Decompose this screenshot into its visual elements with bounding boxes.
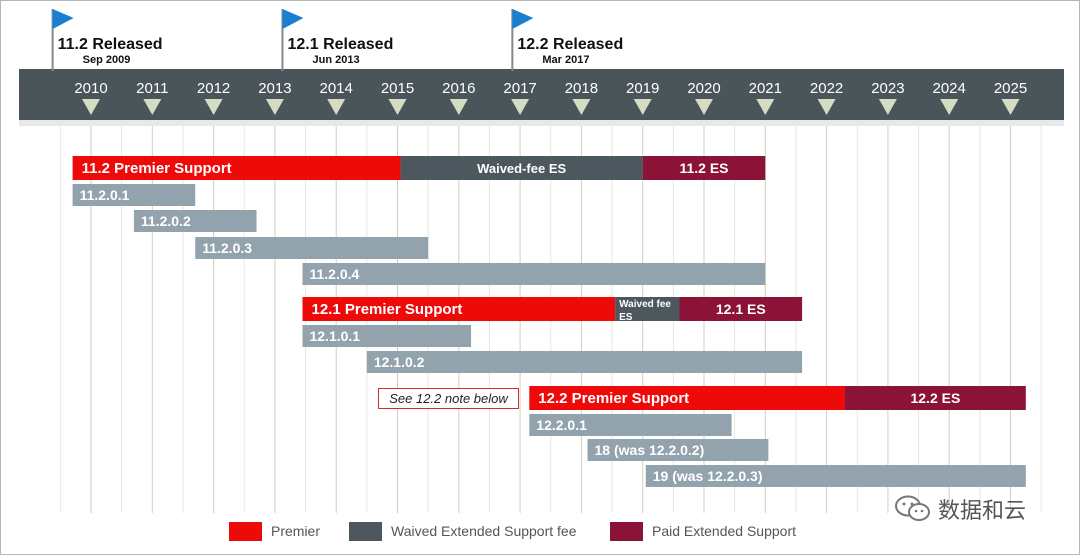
year-tick-label: 2022	[810, 80, 843, 97]
bar-patch	[72, 184, 196, 206]
legend-waived-swatch	[349, 521, 382, 541]
legend-paid: Paid Extended Support	[610, 521, 796, 541]
bar-label: Waived-fee ES	[477, 161, 566, 176]
wechat-icon	[895, 495, 930, 521]
year-band	[19, 69, 1064, 120]
bar-label: 12.2.0.1	[536, 417, 587, 433]
year-marker-triangle	[695, 99, 713, 115]
bar-patch	[587, 439, 769, 461]
year-tick-label: 2024	[933, 80, 966, 97]
release-date: Jun 2013	[312, 54, 359, 66]
release-flag-icon	[52, 9, 74, 29]
year-tick-label: 2015	[381, 80, 414, 97]
year-marker-triangle	[878, 99, 897, 115]
year-marker-triangle	[327, 99, 346, 115]
year-tick-label: 2020	[687, 80, 720, 97]
note-12-2-box: See 12.2 note below	[378, 388, 519, 409]
bar-label: 11.2.0.4	[309, 266, 359, 282]
year-tick-label: 2010	[74, 80, 107, 97]
year-marker-triangle	[572, 99, 591, 115]
bar-patch	[133, 210, 257, 232]
bar-premier	[302, 297, 616, 321]
bar-label: 12.1 Premier Support	[311, 301, 462, 318]
bar-patch	[195, 237, 429, 259]
release-label: 12.2 Released	[517, 36, 623, 53]
release-label: 11.2 Released	[58, 36, 163, 53]
legend-premier-swatch	[229, 521, 262, 541]
bar-paid	[679, 297, 803, 321]
bar-patch	[645, 465, 1026, 487]
bar-premier	[72, 156, 401, 180]
release-flag-icon	[512, 9, 534, 29]
bar-label: 11.2.0.3	[202, 240, 252, 256]
year-tick-label: 2019	[626, 80, 659, 97]
bar-label-line: ES	[619, 312, 633, 323]
year-marker-triangle	[633, 99, 652, 115]
bar-premier	[529, 386, 845, 410]
bar-label: 12.2 Premier Support	[538, 390, 689, 407]
note-text: See 12.2 note below	[389, 391, 508, 406]
legend-waived-label: Waived Extended Support fee	[391, 523, 577, 539]
year-marker-triangle	[511, 99, 530, 115]
year-tick-label: 2021	[749, 80, 782, 97]
bar-patch	[529, 414, 732, 436]
release-date: Sep 2009	[83, 54, 131, 66]
year-tick-label: 2014	[320, 80, 353, 97]
bar-label: 12.1.0.1	[309, 328, 360, 344]
year-marker-triangle	[449, 99, 468, 115]
year-marker-triangle	[756, 99, 775, 115]
watermark: 数据和云	[894, 493, 1026, 525]
year-tick-label: 2023	[871, 80, 904, 97]
year-tick-label: 2025	[994, 80, 1027, 97]
bar-patch	[302, 263, 766, 285]
release-label: 12.1 Released	[287, 36, 393, 53]
bar-label: 11.2 Premier Support	[82, 160, 232, 177]
bar-label: 12.1 ES	[716, 301, 766, 317]
bar-paid	[844, 386, 1026, 410]
bar-patch	[302, 325, 472, 347]
year-band-strip	[19, 120, 1064, 126]
year-tick-label: 2017	[503, 80, 536, 97]
year-marker-triangle	[82, 99, 100, 115]
year-marker-triangle	[817, 99, 836, 115]
legend-premier: Premier	[229, 521, 320, 541]
bar-paid	[642, 156, 766, 180]
bar-label: 11.2.0.1	[80, 187, 130, 203]
bar-waived	[400, 156, 643, 180]
watermark-text: 数据和云	[938, 499, 1027, 524]
legend-paid-swatch	[610, 521, 643, 541]
legend-premier-label: Premier	[271, 523, 321, 539]
year-tick-label: 2013	[258, 80, 291, 97]
year-marker-triangle	[204, 99, 223, 115]
year-marker-triangle	[265, 99, 284, 115]
year-marker-triangle	[940, 99, 959, 115]
year-marker-triangle	[1001, 99, 1020, 115]
bar-label: 12.2 ES	[910, 390, 960, 406]
year-tick-label: 2011	[136, 80, 168, 97]
bar-patch	[366, 351, 803, 373]
bar-label: 19 (was 12.2.0.3)	[653, 468, 763, 484]
bar-label: 12.1.0.2	[374, 354, 425, 370]
year-tick-label: 2016	[442, 80, 475, 97]
legend-paid-label: Paid Extended Support	[652, 523, 796, 539]
bar-label: 18 (was 12.2.0.2)	[595, 442, 705, 458]
year-marker-triangle	[388, 99, 407, 115]
legend-waived: Waived Extended Support fee	[349, 521, 577, 541]
bar-waived	[615, 297, 680, 321]
bar-label: 11.2.0.2	[141, 213, 191, 229]
bar-label: 11.2 ES	[679, 160, 728, 176]
bar-label-line: Waived fee	[619, 299, 671, 310]
year-tick-label: 2012	[197, 80, 230, 97]
release-flag-icon	[282, 9, 304, 29]
year-tick-label: 2018	[565, 80, 598, 97]
year-marker-triangle	[143, 99, 162, 115]
bar-label: Waived fee ES	[619, 299, 671, 323]
release-date: Mar 2017	[542, 54, 589, 66]
